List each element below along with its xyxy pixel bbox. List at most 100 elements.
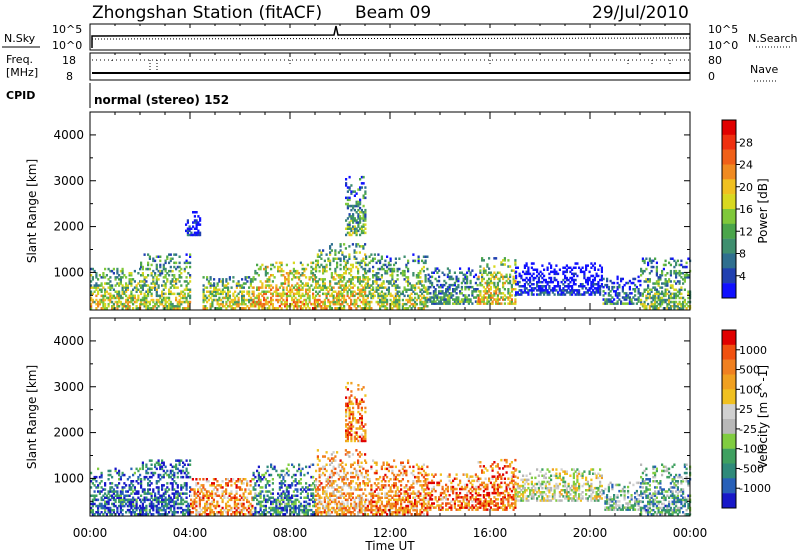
data-cell <box>421 280 424 283</box>
data-cell <box>403 272 406 275</box>
data-cell <box>209 307 212 310</box>
data-cell <box>152 280 155 283</box>
data-cell <box>264 290 267 293</box>
data-cell <box>362 280 365 283</box>
data-cell <box>353 294 356 298</box>
data-cell <box>628 288 631 291</box>
data-cell <box>90 471 93 475</box>
data-cell <box>417 307 420 310</box>
data-cell <box>659 305 662 308</box>
data-cell <box>275 292 278 296</box>
data-cell <box>616 296 619 299</box>
data-cell <box>296 282 299 285</box>
data-cell <box>182 469 185 473</box>
data-cell <box>171 307 174 310</box>
data-cell <box>474 290 477 293</box>
data-cell <box>140 280 143 283</box>
data-cell <box>135 307 138 310</box>
data-cell <box>384 296 387 300</box>
data-cell <box>259 513 262 516</box>
data-cell <box>635 302 638 305</box>
data-cell <box>495 292 498 295</box>
data-cell <box>278 286 281 289</box>
data-cell <box>97 508 100 512</box>
data-cell <box>185 288 188 291</box>
data-cell <box>176 307 179 310</box>
data-cell <box>277 300 280 304</box>
data-cell <box>155 467 158 471</box>
data-cell <box>109 292 112 296</box>
data-cell <box>121 292 124 296</box>
data-cell <box>178 302 181 306</box>
data-cell <box>562 272 565 276</box>
data-cell <box>306 511 309 514</box>
data-cell <box>315 508 318 512</box>
data-cell <box>448 277 451 281</box>
data-cell <box>477 300 480 303</box>
data-cell <box>630 292 633 295</box>
data-cell <box>90 286 93 289</box>
data-cell <box>355 496 358 499</box>
data-cell <box>137 298 140 302</box>
data-cell <box>298 298 301 302</box>
data-cell <box>343 513 346 516</box>
data-cell <box>107 478 110 481</box>
data-cell <box>100 471 103 475</box>
data-cell <box>419 288 422 291</box>
data-cell <box>91 500 94 504</box>
data-cell <box>330 475 333 479</box>
data-cell <box>382 294 385 298</box>
data-cell <box>579 293 582 296</box>
data-cell <box>675 305 678 308</box>
data-cell <box>157 461 160 464</box>
data-cell <box>313 498 316 502</box>
data-cell <box>141 506 144 510</box>
data-cell <box>259 490 262 493</box>
data-cell <box>346 186 349 189</box>
data-cell <box>175 286 178 289</box>
data-cell <box>325 496 328 499</box>
data-cell <box>488 294 491 297</box>
data-cell <box>357 288 360 291</box>
data-cell <box>169 496 172 499</box>
data-cell <box>263 473 266 477</box>
data-cell <box>148 492 151 495</box>
data-cell <box>322 286 325 289</box>
data-cell <box>443 283 446 287</box>
data-cell <box>427 298 430 301</box>
colorbar-swatch <box>722 120 736 136</box>
data-cell <box>173 496 176 499</box>
data-cell <box>648 305 651 308</box>
data-cell <box>183 288 186 291</box>
data-cell <box>176 471 179 475</box>
data-cell <box>471 294 474 297</box>
data-cell <box>683 280 686 283</box>
data-cell <box>341 251 344 254</box>
data-cell <box>282 288 285 291</box>
data-cell <box>325 292 328 296</box>
data-cell <box>198 496 201 499</box>
data-cell <box>152 259 155 263</box>
data-cell <box>652 307 655 310</box>
data-cell <box>637 300 640 303</box>
data-cell <box>379 259 382 263</box>
data-cell <box>405 276 408 279</box>
data-cell <box>137 469 140 473</box>
data-cell <box>211 298 214 302</box>
data-cell <box>330 482 333 485</box>
data-cell <box>207 496 210 499</box>
data-cell <box>284 494 287 497</box>
data-cell <box>130 280 133 283</box>
data-cell <box>310 276 313 279</box>
data-cell <box>466 298 469 301</box>
data-cell <box>562 270 565 274</box>
data-cell <box>479 302 482 305</box>
data-cell <box>97 290 100 293</box>
data-cell <box>648 307 651 310</box>
data-cell <box>239 286 242 289</box>
data-cell <box>657 276 660 279</box>
nsky-label: N.Sky <box>4 32 36 45</box>
data-cell <box>218 298 221 302</box>
data-cell <box>348 482 351 485</box>
data-cell <box>387 286 390 289</box>
